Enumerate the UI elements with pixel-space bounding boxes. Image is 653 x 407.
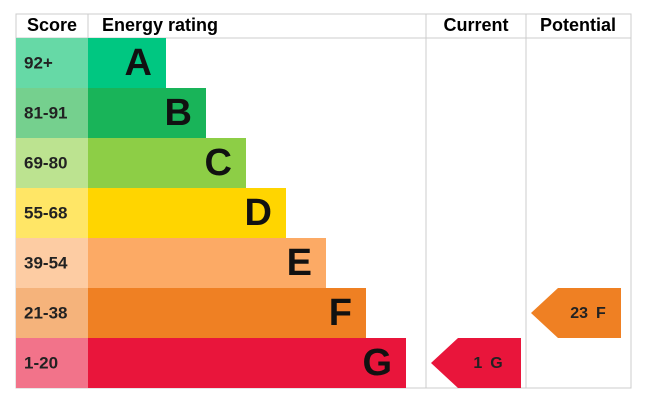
score-label: 39-54 bbox=[24, 253, 68, 272]
score-label: 81-91 bbox=[24, 103, 67, 122]
rating-letter: G bbox=[362, 342, 392, 384]
header-current: Current bbox=[443, 15, 508, 35]
score-label: 55-68 bbox=[24, 203, 67, 222]
header-potential: Potential bbox=[540, 15, 616, 35]
score-cell bbox=[16, 238, 88, 288]
potential-label: 23 F bbox=[570, 305, 606, 322]
rating-letter: A bbox=[125, 42, 152, 84]
current-arrow bbox=[431, 338, 521, 388]
rating-letter: C bbox=[205, 142, 232, 184]
rating-bar bbox=[88, 238, 326, 288]
score-label: 92+ bbox=[24, 53, 53, 72]
current-score: 1 bbox=[473, 355, 482, 372]
potential-arrow bbox=[531, 288, 621, 338]
rating-bar bbox=[88, 88, 206, 138]
score-cell bbox=[16, 38, 88, 88]
rating-letter: E bbox=[287, 242, 312, 284]
rating-bar bbox=[88, 188, 286, 238]
score-label: 21-38 bbox=[24, 303, 67, 322]
rating-letter: B bbox=[165, 92, 192, 134]
score-cell bbox=[16, 88, 88, 138]
rating-bar bbox=[88, 138, 246, 188]
potential-rating: F bbox=[596, 305, 606, 322]
header-rating: Energy rating bbox=[102, 15, 218, 35]
rating-letter: F bbox=[329, 292, 352, 334]
rating-bar bbox=[88, 288, 366, 338]
score-cell bbox=[16, 188, 88, 238]
header-score: Score bbox=[27, 15, 77, 35]
score-label: 1-20 bbox=[24, 353, 58, 372]
current-rating: G bbox=[490, 355, 502, 372]
score-cell bbox=[16, 338, 88, 388]
score-label: 69-80 bbox=[24, 153, 67, 172]
score-cell bbox=[16, 288, 88, 338]
rating-bar bbox=[88, 38, 166, 88]
rating-letter: D bbox=[245, 192, 272, 234]
rating-bar bbox=[88, 338, 406, 388]
score-cell bbox=[16, 138, 88, 188]
potential-score: 23 bbox=[570, 305, 588, 322]
